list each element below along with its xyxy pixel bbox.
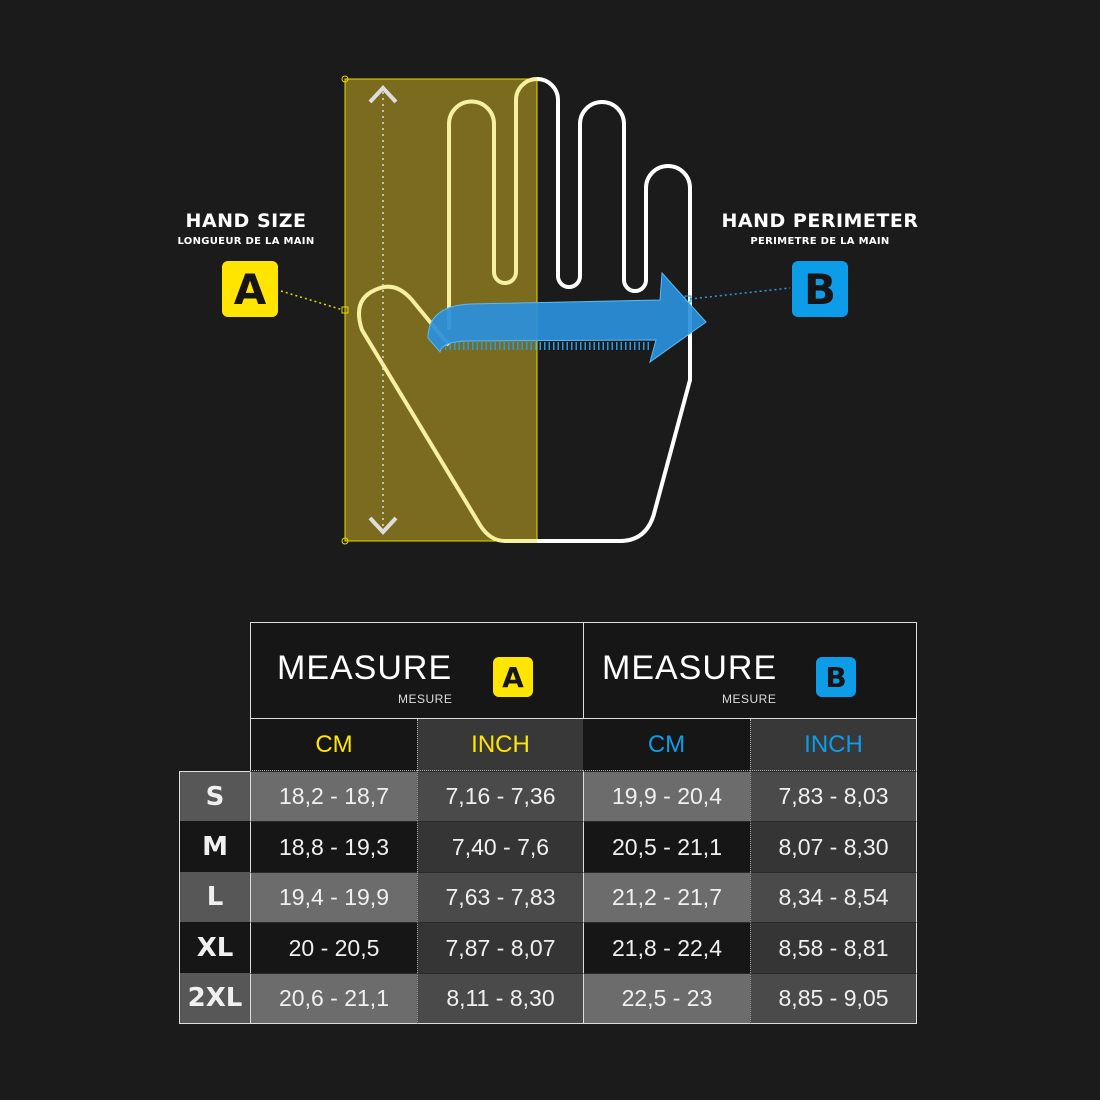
arrow-up-icon	[368, 85, 398, 104]
size-value-cell: 20,6 - 21,1	[250, 973, 417, 1024]
size-value-cell: 7,40 - 7,6	[417, 821, 583, 872]
size-value-cell: 22,5 - 23	[583, 973, 750, 1024]
connector-b	[689, 287, 791, 300]
size-value-cell: 8,34 - 8,54	[750, 872, 917, 922]
size-label: S	[179, 771, 250, 821]
unit-header-cm: CM	[583, 719, 750, 771]
hand-diagram	[280, 75, 791, 545]
size-value-cell: 8,85 - 9,05	[750, 973, 917, 1024]
badge-b: B	[792, 261, 848, 317]
size-value-cell: 20 - 20,5	[250, 922, 417, 973]
size-value-cell: 8,58 - 8,81	[750, 922, 917, 973]
hand-outline	[357, 77, 692, 543]
badge-a: A	[222, 261, 278, 317]
measure-a-header: MEASURE MESURE A	[250, 622, 584, 719]
hand-size-subtitle: LONGUEUR DE LA MAIN	[177, 236, 315, 247]
measure-a-title: MEASURE	[277, 649, 453, 687]
size-value-cell: 18,2 - 18,7	[250, 771, 417, 821]
size-value-cell: 7,63 - 7,83	[417, 872, 583, 922]
hand-size-title: HAND SIZE	[185, 210, 307, 232]
size-value-cell: 18,8 - 19,3	[250, 821, 417, 872]
unit-header-cm: CM	[250, 719, 417, 771]
measure-b-title: MEASURE	[602, 649, 778, 687]
size-label: M	[179, 821, 250, 872]
size-value-cell: 7,87 - 8,07	[417, 922, 583, 973]
size-label: XL	[179, 922, 250, 973]
size-value-cell: 19,9 - 20,4	[583, 771, 750, 821]
size-value-cell: 20,5 - 21,1	[583, 821, 750, 872]
size-value-cell: 8,11 - 8,30	[417, 973, 583, 1024]
unit-header-inch: INCH	[750, 719, 917, 771]
size-value-cell: 21,8 - 22,4	[583, 922, 750, 973]
size-label: 2XL	[179, 973, 250, 1024]
size-value-cell: 7,83 - 8,03	[750, 771, 917, 821]
size-label: L	[179, 872, 250, 922]
measure-b-header: MEASURE MESURE B	[583, 622, 917, 719]
size-value-cell: 19,4 - 19,9	[250, 872, 417, 922]
measure-b-subtitle: MESURE	[722, 692, 777, 706]
size-value-cell: 21,2 - 21,7	[583, 872, 750, 922]
arrow-down-icon	[368, 516, 398, 535]
measure-a-badge: A	[493, 657, 533, 697]
size-value-cell: 8,07 - 8,30	[750, 821, 917, 872]
size-value-cell: 7,16 - 7,36	[417, 771, 583, 821]
perimeter-arrow-icon	[427, 271, 707, 364]
unit-header-inch: INCH	[417, 719, 583, 771]
measure-a-subtitle: MESURE	[398, 692, 453, 706]
connector-a	[280, 290, 344, 311]
measure-b-badge: B	[816, 657, 856, 697]
hand-perimeter-subtitle: PERIMETRE DE LA MAIN	[750, 236, 890, 247]
hand-perimeter-title: HAND PERIMETER	[721, 210, 919, 232]
